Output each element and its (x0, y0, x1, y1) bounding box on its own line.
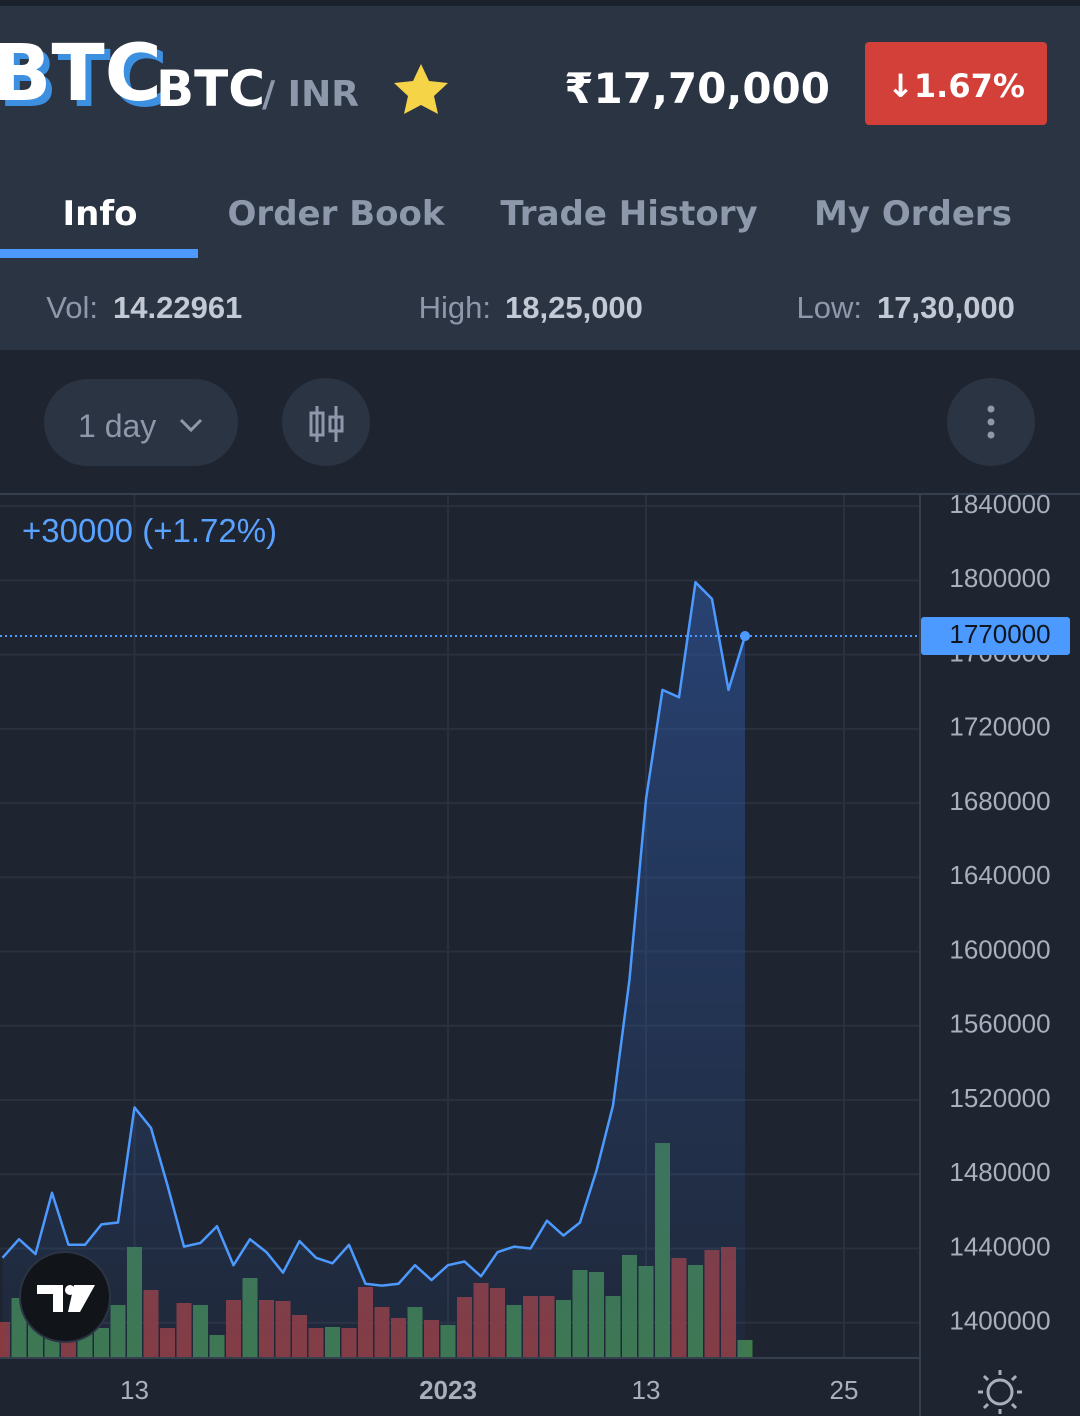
x-tick-label: 2023 (419, 1375, 477, 1405)
active-tab-indicator (0, 249, 198, 258)
stat-value: 17,30,000 (877, 290, 1015, 325)
status-strip (0, 0, 1080, 6)
stat-label: High: (419, 290, 491, 325)
tradingview-logo-dot (65, 1285, 75, 1295)
quote-symbol: / INR (262, 74, 359, 115)
favorite-star[interactable] (394, 64, 448, 114)
stat-value: 14.22961 (113, 290, 242, 325)
tab[interactable]: My Orders (814, 194, 1012, 234)
chart-type-button[interactable] (282, 378, 370, 466)
y-tick-label: 1720000 (949, 712, 1050, 742)
change-annotation: +30000 (+1.72%) (22, 512, 277, 549)
last-price-label: 1770000 (949, 619, 1050, 649)
y-tick-label: 1440000 (949, 1231, 1050, 1261)
stat-label: Low: (797, 290, 862, 325)
y-tick-label: 1680000 (949, 786, 1050, 816)
stat-value: 18,25,000 (505, 290, 643, 325)
y-tick-label: 1640000 (949, 860, 1050, 890)
x-tick-label: 25 (830, 1375, 859, 1405)
y-tick-label: 1600000 (949, 934, 1050, 964)
interval-label: 1 day (78, 408, 156, 444)
x-tick-label: 13 (120, 1375, 149, 1405)
change-percent: ↓1.67% (887, 67, 1025, 105)
logo-shadow: BTC (0, 35, 168, 125)
settings-icon[interactable] (978, 1370, 1022, 1414)
price-line (1, 580, 747, 1287)
dropdown-chevron (179, 418, 203, 433)
y-tick-label: 1560000 (949, 1009, 1050, 1039)
interval-button[interactable] (44, 379, 238, 466)
y-tick-label: 1800000 (949, 563, 1050, 593)
y-tick-label: 1400000 (949, 1306, 1050, 1336)
stat-label: Vol: (46, 290, 98, 325)
y-tick-label: 1480000 (949, 1157, 1050, 1187)
base-symbol: BTC (156, 60, 265, 118)
logo: BTC (0, 29, 162, 119)
tradingview-logo (37, 1285, 95, 1312)
tab[interactable]: Info (62, 194, 137, 234)
candle-icon (309, 406, 344, 442)
tab[interactable]: Trade History (500, 194, 757, 234)
tab[interactable]: Order Book (228, 194, 446, 234)
tradingview-badge[interactable] (19, 1251, 111, 1343)
y-tick-label: 1840000 (949, 489, 1050, 519)
last-point (740, 631, 750, 642)
more-icon (987, 405, 995, 439)
change-badge (865, 42, 1047, 125)
last-price: ₹17,70,000 (564, 64, 830, 113)
last-price-box (921, 617, 1070, 656)
y-tick-label: 1520000 (949, 1083, 1050, 1113)
x-tick-label: 13 (632, 1375, 661, 1405)
